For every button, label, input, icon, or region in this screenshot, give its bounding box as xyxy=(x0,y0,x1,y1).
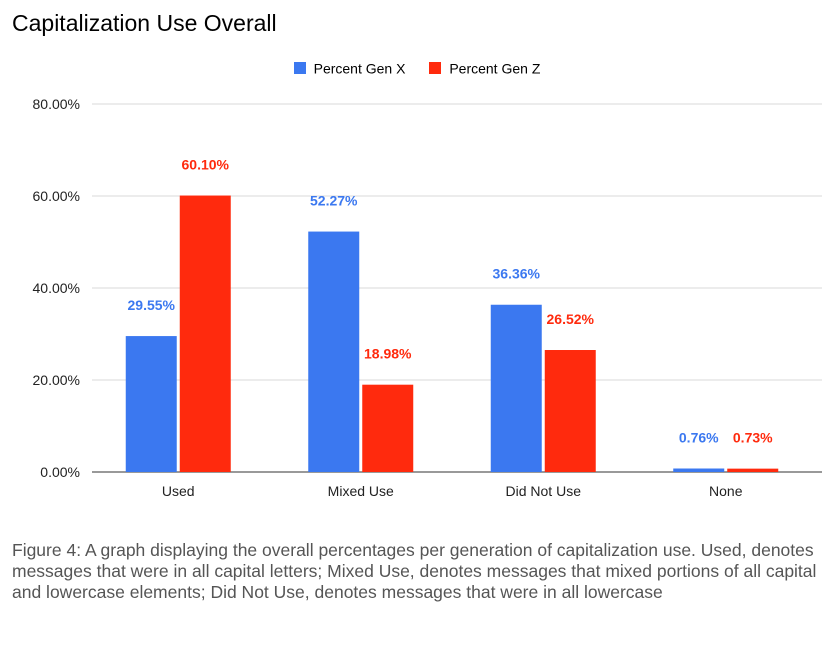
data-label: 36.36% xyxy=(493,266,541,282)
bar xyxy=(727,468,779,472)
x-tick-label: Mixed Use xyxy=(328,483,394,499)
x-tick-label: Used xyxy=(162,483,195,499)
bar xyxy=(179,195,231,473)
bar xyxy=(308,231,360,472)
data-label: 52.27% xyxy=(310,193,358,209)
bar xyxy=(125,336,177,472)
bar xyxy=(490,304,542,472)
data-label: 18.98% xyxy=(364,346,412,362)
data-label: 26.52% xyxy=(547,311,595,327)
bar xyxy=(362,384,414,472)
legend-item-gen-z: Percent Gen Z xyxy=(429,59,540,76)
data-label: 0.73% xyxy=(733,430,773,446)
legend: Percent Gen X Percent Gen Z xyxy=(0,58,834,76)
y-tick-label: 40.00% xyxy=(33,280,80,296)
bar xyxy=(544,350,596,472)
data-label: 29.55% xyxy=(128,297,176,313)
y-tick-label: 20.00% xyxy=(33,372,80,388)
legend-swatch-gen-z xyxy=(429,61,442,74)
legend-label-gen-z: Percent Gen Z xyxy=(449,59,541,76)
bar-chart: 0.00% 20.00% 40.00% 60.00% 80.00% 29.55% 60.10… xyxy=(33,96,822,499)
figure-caption: Figure 4: A graph displaying the overall… xyxy=(12,540,817,602)
y-tick-label: 60.00% xyxy=(33,188,80,204)
data-label: 0.76% xyxy=(679,430,719,446)
legend-swatch-gen-x xyxy=(293,61,306,74)
y-tick-label: 80.00% xyxy=(33,96,80,112)
chart-title: Capitalization Use Overall xyxy=(12,10,277,36)
y-tick-label: 0.00% xyxy=(40,464,80,480)
bar xyxy=(673,468,725,472)
data-label: 60.10% xyxy=(182,157,230,173)
legend-item-gen-x: Percent Gen X xyxy=(293,59,406,76)
x-tick-label: None xyxy=(709,483,743,499)
x-tick-label: Did Not Use xyxy=(506,483,582,499)
legend-label-gen-x: Percent Gen X xyxy=(313,59,406,76)
